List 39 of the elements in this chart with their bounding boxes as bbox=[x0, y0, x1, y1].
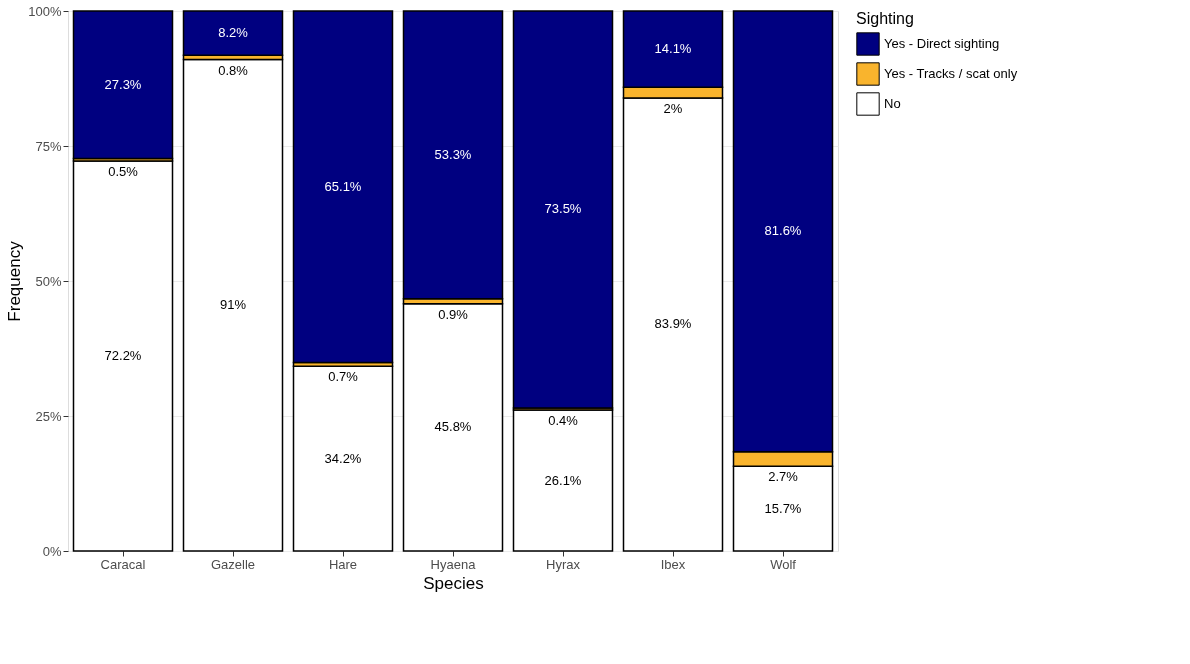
data-label: 83.9% bbox=[654, 316, 692, 332]
x-tick-label: Ibex bbox=[660, 556, 686, 572]
data-label: 8.2% bbox=[218, 25, 249, 41]
data-label: 14.1% bbox=[654, 41, 692, 57]
data-label: 15.7% bbox=[764, 500, 802, 516]
y-tick-label: 0% bbox=[42, 543, 62, 559]
data-label: 2% bbox=[663, 100, 683, 116]
data-label: 0.9% bbox=[438, 306, 469, 322]
x-tick-label: Caracal bbox=[100, 556, 146, 572]
y-tick-label: 75% bbox=[35, 138, 62, 154]
data-label: 73.5% bbox=[544, 201, 582, 217]
data-label: 45.8% bbox=[434, 419, 472, 435]
data-label: 2.7% bbox=[768, 469, 799, 485]
y-tick-label: 50% bbox=[35, 273, 62, 289]
x-tick-label: Wolf bbox=[770, 556, 797, 572]
y-axis-title: Frequency bbox=[5, 240, 25, 322]
x-tick-label: Hare bbox=[328, 556, 358, 572]
data-label: 0.5% bbox=[108, 164, 139, 180]
data-label: 91% bbox=[219, 297, 247, 313]
data-label: 53.3% bbox=[434, 146, 472, 162]
x-tick-label: Hyaena bbox=[430, 556, 477, 572]
data-label: 27.3% bbox=[104, 76, 142, 92]
x-axis-title: Species bbox=[423, 573, 484, 593]
y-tick-label: 25% bbox=[35, 408, 62, 424]
data-label: 72.2% bbox=[104, 348, 142, 364]
x-tick-label: Hyrax bbox=[546, 556, 581, 572]
data-label: 26.1% bbox=[544, 472, 582, 488]
data-label: 0.4% bbox=[548, 413, 579, 429]
data-label: 65.1% bbox=[324, 178, 362, 194]
data-label: 0.7% bbox=[328, 369, 359, 385]
legend-label: Yes - Direct sighting bbox=[884, 36, 1000, 51]
data-label: 81.6% bbox=[764, 223, 802, 239]
data-label: 0.8% bbox=[218, 62, 249, 78]
y-tick-label: 100% bbox=[28, 3, 62, 19]
legend-label: No bbox=[884, 96, 901, 111]
data-label: 34.2% bbox=[324, 450, 362, 466]
legend-title: Sighting bbox=[856, 10, 914, 27]
x-tick-label: Gazelle bbox=[210, 556, 256, 572]
legend-label: Yes - Tracks / scat only bbox=[884, 66, 1018, 81]
